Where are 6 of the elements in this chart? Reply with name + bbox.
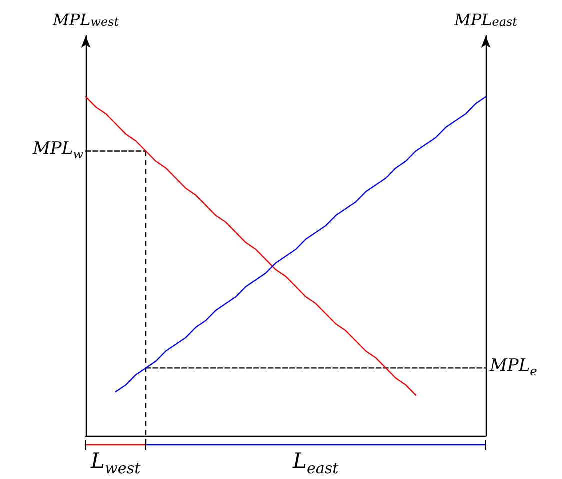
text: MPL$_{e}$ — [490, 356, 538, 378]
text: MPL$_{w}$ — [33, 139, 84, 162]
text: L$_{east}$ — [293, 448, 339, 477]
y2-axis-title: MPLeast — [453, 10, 518, 30]
text: L$_{west}$ — [91, 448, 141, 477]
y-axis-title: MPLwest — [52, 10, 120, 30]
